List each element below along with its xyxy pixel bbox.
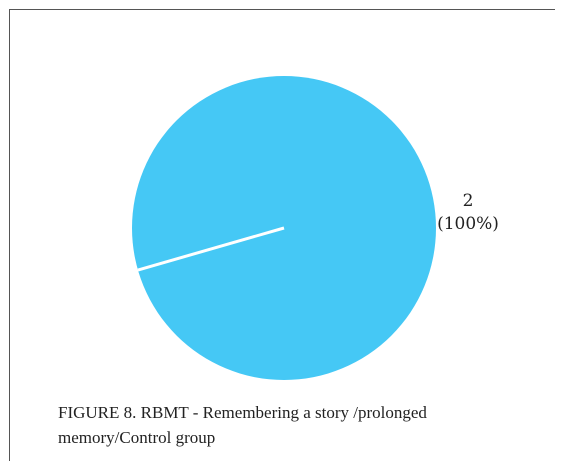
slice-percent-label: (100%) bbox=[437, 214, 499, 234]
figure-frame bbox=[9, 9, 555, 461]
slice-divider bbox=[137, 226, 285, 272]
figure-caption: FIGURE 8. RBMT - Remembering a story /pr… bbox=[58, 403, 427, 447]
slice-value-label: 2 bbox=[462, 191, 474, 211]
